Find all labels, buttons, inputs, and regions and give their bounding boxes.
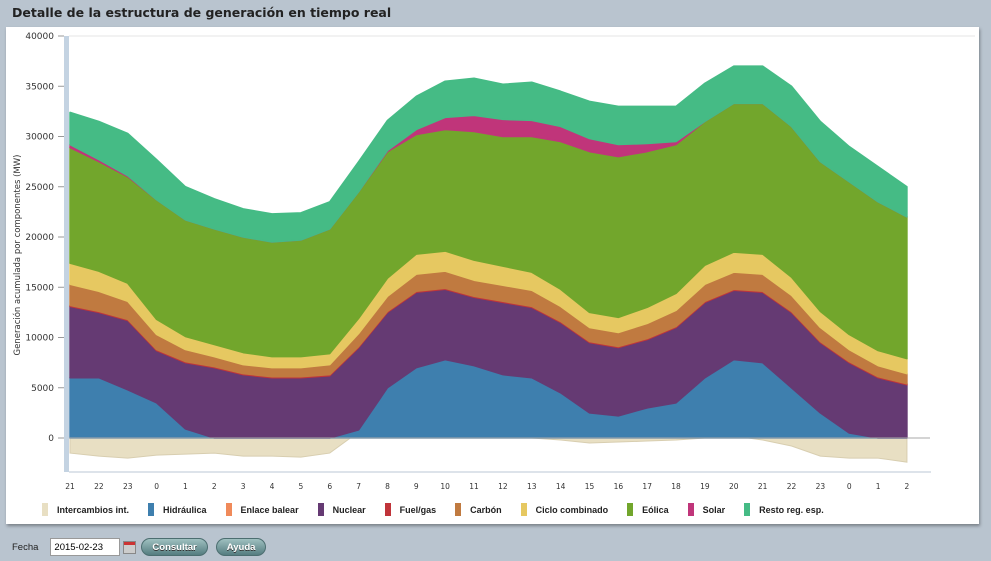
x-tick-label: 4: [270, 482, 275, 491]
legend-label: Carbón: [470, 504, 502, 515]
x-tick-label: 22: [787, 482, 797, 491]
x-tick-label: 11: [469, 482, 479, 491]
x-tick-label: 0: [847, 482, 852, 491]
calendar-icon[interactable]: [123, 540, 137, 554]
x-tick-label: 10: [440, 482, 450, 491]
legend: Intercambios int. Hidráulica Enlace balear…: [42, 503, 843, 516]
legend-item[interactable]: Carbón: [455, 503, 502, 516]
legend-label: Solar: [702, 504, 726, 515]
x-tick-label: 22: [94, 482, 104, 491]
x-tick-label: 2: [212, 482, 217, 491]
legend-swatch: [384, 503, 391, 516]
x-tick-label: 16: [614, 482, 624, 491]
legend-label: Intercambios int.: [57, 504, 130, 515]
legend-item[interactable]: Resto reg. esp.: [744, 503, 824, 516]
legend-item[interactable]: Hidráulica: [148, 503, 207, 516]
legend-item[interactable]: Ciclo combinado: [520, 503, 609, 516]
y-tick-label: 15000: [25, 283, 54, 293]
legend-swatch: [687, 503, 694, 516]
y-tick-label: 30000: [25, 133, 54, 143]
y-tick-label: 5000: [31, 384, 54, 394]
x-tick-label: 23: [123, 482, 133, 491]
x-tick-label: 17: [642, 482, 652, 491]
ayuda-button[interactable]: Ayuda: [215, 538, 267, 556]
legend-item[interactable]: Eólica: [627, 503, 669, 516]
x-tick-label: 5: [298, 482, 303, 491]
y-tick-label: 0: [48, 434, 54, 444]
legend-swatch: [627, 503, 634, 516]
y-axis-bar: [64, 36, 69, 472]
legend-label: Nuclear: [332, 504, 366, 515]
legend-label: Resto reg. esp.: [759, 504, 824, 515]
legend-item[interactable]: Intercambios int.: [42, 503, 129, 516]
date-label: Fecha: [12, 541, 39, 553]
consultar-button[interactable]: Consultar: [141, 538, 208, 556]
legend-item[interactable]: Enlace balear: [225, 503, 299, 516]
x-tick-label: 1: [183, 482, 188, 491]
page-title: Detalle de la estructura de generación e…: [12, 5, 392, 20]
x-tick-label: 6: [327, 482, 332, 491]
legend-swatch: [455, 503, 462, 516]
x-tick-label: 0: [154, 482, 159, 491]
x-tick-label: 1: [876, 482, 881, 491]
legend-swatch: [148, 503, 155, 516]
x-tick-label: 3: [241, 482, 246, 491]
x-tick-label: 21: [758, 482, 768, 491]
y-tick-label: 35000: [25, 82, 54, 92]
x-tick-label: 23: [816, 482, 826, 491]
legend-swatch: [520, 503, 527, 516]
x-tick-label: 8: [385, 482, 390, 491]
legend-label: Hidráulica: [163, 504, 207, 515]
legend-label: Fuel/gas: [399, 504, 437, 515]
legend-label: Enlace balear: [240, 504, 299, 515]
x-tick-label: 18: [671, 482, 681, 491]
legend-label: Eólica: [642, 504, 669, 515]
x-tick-label: 14: [556, 482, 566, 491]
x-tick-label: 20: [729, 482, 739, 491]
legend-item[interactable]: Solar: [687, 503, 726, 516]
legend-swatch: [42, 503, 48, 516]
legend-swatch: [225, 503, 232, 516]
x-tick-label: 12: [498, 482, 508, 491]
x-tick-label: 15: [585, 482, 595, 491]
y-tick-label: 25000: [25, 183, 54, 193]
x-tick-label: 9: [414, 482, 419, 491]
legend-swatch: [317, 503, 324, 516]
x-tick-label: 2: [905, 482, 910, 491]
x-tick-label: 21: [65, 482, 75, 491]
legend-item[interactable]: Fuel/gas: [384, 503, 437, 516]
y-tick-label: 10000: [25, 334, 54, 344]
y-tick-label: 20000: [25, 233, 54, 243]
legend-swatch: [744, 503, 751, 516]
x-tick-label: 7: [356, 482, 361, 491]
x-tick-label: 19: [700, 482, 710, 491]
legend-label: Ciclo combinado: [535, 504, 609, 515]
y-axis-label: Generación acumulada por componentes (MW…: [12, 155, 23, 356]
date-controls: Fecha Consultar Ayuda: [12, 538, 274, 556]
x-axis-bar: [69, 471, 931, 473]
series-area-resto-reg-esp-: [69, 65, 908, 243]
x-tick-label: 13: [527, 482, 537, 491]
y-tick-label: 40000: [25, 32, 54, 42]
date-input[interactable]: [50, 538, 121, 556]
legend-item[interactable]: Nuclear: [317, 503, 366, 516]
